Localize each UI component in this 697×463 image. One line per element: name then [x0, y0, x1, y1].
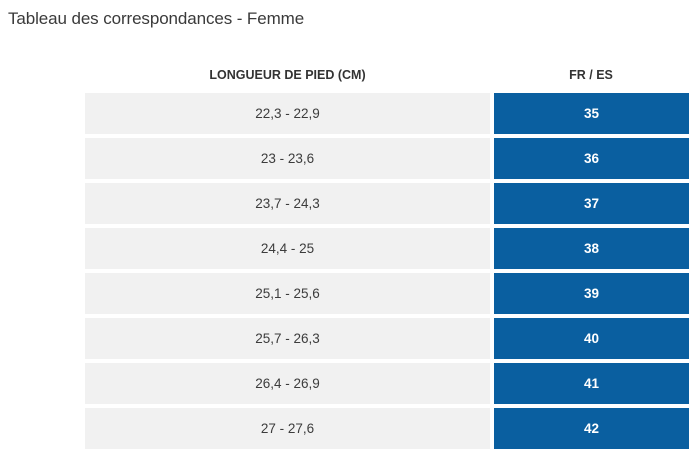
foot-length-cell: 24,4 - 25 — [85, 228, 490, 269]
size-cell: 37 — [494, 183, 689, 224]
column-header-fr-es: FR / ES — [569, 68, 613, 82]
size-cell: 38 — [494, 228, 689, 269]
table-row: 25,1 - 25,6 39 — [85, 273, 692, 314]
size-cell: 41 — [494, 363, 689, 404]
table-row: 26,4 - 26,9 41 — [85, 363, 692, 404]
table-row: 25,7 - 26,3 40 — [85, 318, 692, 359]
foot-length-cell: 25,7 - 26,3 — [85, 318, 490, 359]
size-conversion-table: LONGUEUR DE PIED (CM) FR / ES 22,3 - 22,… — [85, 57, 692, 453]
foot-length-cell: 22,3 - 22,9 — [85, 93, 490, 134]
foot-length-cell: 26,4 - 26,9 — [85, 363, 490, 404]
foot-length-cell: 23,7 - 24,3 — [85, 183, 490, 224]
size-cell: 42 — [494, 408, 689, 449]
size-cell: 40 — [494, 318, 689, 359]
page-title: Tableau des correspondances - Femme — [8, 9, 305, 28]
column-header-foot-length: LONGUEUR DE PIED (CM) — [209, 68, 366, 82]
size-cell: 39 — [494, 273, 689, 314]
table-row: 24,4 - 25 38 — [85, 228, 692, 269]
size-cell: 35 — [494, 93, 689, 134]
foot-length-cell: 25,1 - 25,6 — [85, 273, 490, 314]
table-row: 27 - 27,6 42 — [85, 408, 692, 449]
size-cell: 36 — [494, 138, 689, 179]
table-row: 23,7 - 24,3 37 — [85, 183, 692, 224]
foot-length-cell: 23 - 23,6 — [85, 138, 490, 179]
table-row: 23 - 23,6 36 — [85, 138, 692, 179]
table-row: 22,3 - 22,9 35 — [85, 93, 692, 134]
table-header-row: LONGUEUR DE PIED (CM) FR / ES — [85, 57, 692, 93]
foot-length-cell: 27 - 27,6 — [85, 408, 490, 449]
